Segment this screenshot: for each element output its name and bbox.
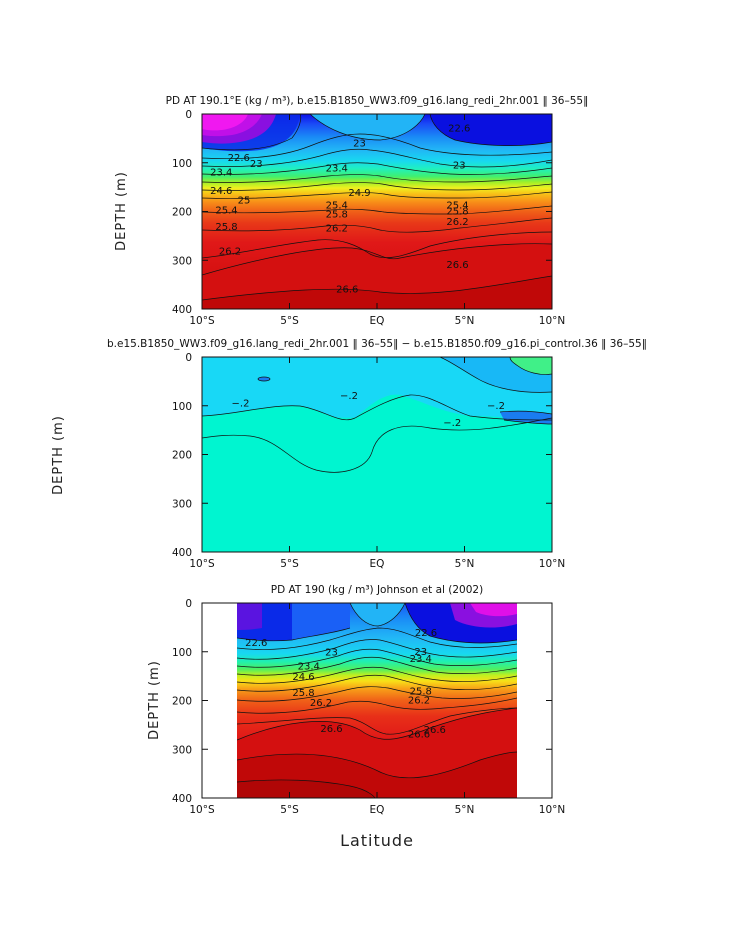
contour-label: 25.4 — [215, 206, 237, 217]
x-tick-label: 5°N — [455, 315, 475, 327]
panel-3-axes: 10°S 5°S EQ 5°N 10°N 0 100 200 300 400 — [172, 598, 565, 816]
panel-1-y-axis-label: DEPTH (m) — [114, 171, 129, 251]
panel-1-axes: 10°S 5°S EQ 5°N 10°N 0 100 200 300 400 — [172, 109, 565, 327]
y-tick-label: 0 — [185, 352, 192, 364]
contour-label: 24.6 — [210, 186, 232, 197]
contour-label: 25 — [238, 195, 251, 206]
contour-label: 24.9 — [348, 188, 370, 199]
contour-label: 26.6 — [408, 730, 430, 741]
panel-1-contours — [202, 114, 552, 301]
contour-label: 22.6 — [228, 153, 250, 164]
contour-label: 25.8 — [215, 222, 237, 233]
contour-label: 23 — [414, 647, 427, 658]
x-tick-label: 5°S — [280, 804, 299, 816]
contour-label: 22.6 — [415, 628, 437, 639]
y-tick-label: 0 — [185, 598, 192, 610]
x-tick-label: 10°S — [189, 804, 215, 816]
y-tick-label: 100 — [172, 647, 192, 659]
panel-3: PD AT 190 (kg / m³) Johnson et al (2002) — [147, 584, 565, 850]
x-tick-label: 10°S — [189, 315, 215, 327]
contour-label: −.2 — [232, 398, 250, 409]
x-tick-label: EQ — [370, 558, 385, 570]
x-axis-label: Latitude — [340, 831, 414, 850]
y-tick-label: 300 — [172, 498, 192, 510]
panel-2-title: b.e15.B1850_WW3.f09_g16.lang_redi_2hr.00… — [107, 338, 647, 350]
contour-label: 23.4 — [326, 164, 348, 175]
contour-label: 23 — [250, 159, 263, 170]
contour-label: −.2 — [487, 401, 505, 412]
panel-2: b.e15.B1850_WW3.f09_g16.lang_redi_2hr.00… — [51, 338, 647, 570]
y-tick-label: 400 — [172, 547, 192, 559]
x-tick-label: 10°N — [539, 804, 565, 816]
contour-label: 23 — [353, 138, 366, 149]
contour-label: 26.2 — [219, 246, 241, 257]
contour-label: 25.4 — [446, 201, 468, 212]
x-tick-label: 10°N — [539, 558, 565, 570]
y-tick-label: 100 — [172, 158, 192, 170]
contour-label: 26.2 — [446, 217, 468, 228]
contour-label: 23 — [325, 648, 338, 659]
panel-3-contours — [237, 603, 517, 798]
panel-2-y-axis-label: DEPTH (m) — [51, 415, 66, 495]
panel-2-contours — [202, 357, 552, 473]
contour-label: 23.4 — [410, 654, 432, 665]
panel-3-title: PD AT 190 (kg / m³) Johnson et al (2002) — [271, 584, 483, 596]
x-tick-label: 5°S — [280, 558, 299, 570]
panel-1-contour-labels: 22.62323.424.62525.425.826.22323.424.925… — [210, 124, 470, 296]
y-tick-label: 200 — [172, 696, 192, 708]
panel-2-axes: 10°S 5°S EQ 5°N 10°N 0 100 200 300 400 — [172, 352, 565, 570]
y-tick-label: 200 — [172, 207, 192, 219]
contour-label: 23.4 — [210, 168, 232, 179]
y-tick-label: 0 — [185, 109, 192, 121]
x-tick-label: 10°S — [189, 558, 215, 570]
contour-label: 26.6 — [320, 724, 342, 735]
y-tick-label: 400 — [172, 304, 192, 316]
y-tick-label: 300 — [172, 255, 192, 267]
y-tick-label: 100 — [172, 401, 192, 413]
contour-label: 26.2 — [310, 698, 332, 709]
contour-label: −.2 — [443, 418, 461, 429]
contour-label: 25.8 — [410, 687, 432, 698]
contour-label: 26.2 — [326, 224, 348, 235]
y-tick-label: 300 — [172, 744, 192, 756]
contour-label: 25.8 — [446, 207, 468, 218]
x-tick-label: EQ — [370, 315, 385, 327]
contour-label: −.2 — [340, 391, 358, 402]
panel-1-title: PD AT 190.1°E (kg / m³), b.e15.B1850_WW3… — [166, 95, 589, 107]
contour-label: 25.8 — [326, 209, 348, 220]
contour-label: 26.2 — [408, 696, 430, 707]
x-tick-label: 5°N — [455, 558, 475, 570]
contour-label: 22.6 — [245, 638, 267, 649]
panel-2-field: −.2 −.2 −.2 −.2 — [202, 357, 552, 552]
x-tick-label: EQ — [370, 804, 385, 816]
contour-label: 26.6 — [446, 260, 468, 271]
contour-label: 25.4 — [326, 201, 348, 212]
x-tick-label: 10°N — [539, 315, 565, 327]
panel-2-contour-labels: −.2 −.2 −.2 −.2 — [232, 391, 505, 429]
contour-label: 25.8 — [292, 688, 314, 699]
panel-1-field: 22.62323.424.62525.425.826.22323.424.925… — [202, 114, 552, 309]
panel-1: PD AT 190.1°E (kg / m³), b.e15.B1850_WW3… — [114, 95, 588, 327]
panel-3-y-axis-label: DEPTH (m) — [147, 660, 162, 740]
y-tick-label: 400 — [172, 793, 192, 805]
y-tick-label: 200 — [172, 450, 192, 462]
contour-label: 26.6 — [336, 285, 358, 296]
panel-3-field: 22.62323.424.625.826.226.622.62323.425.8… — [237, 603, 517, 798]
contour-label: 24.6 — [292, 672, 314, 683]
x-tick-label: 5°S — [280, 315, 299, 327]
x-tick-label: 5°N — [455, 804, 475, 816]
contour-label: 26.6 — [424, 725, 446, 736]
contour-label: 23.4 — [298, 661, 320, 672]
contour-label: 23 — [453, 161, 466, 172]
contour-label: 22.6 — [448, 124, 470, 135]
panel-3-contour-labels: 22.62323.424.625.826.226.622.62323.425.8… — [245, 628, 446, 740]
